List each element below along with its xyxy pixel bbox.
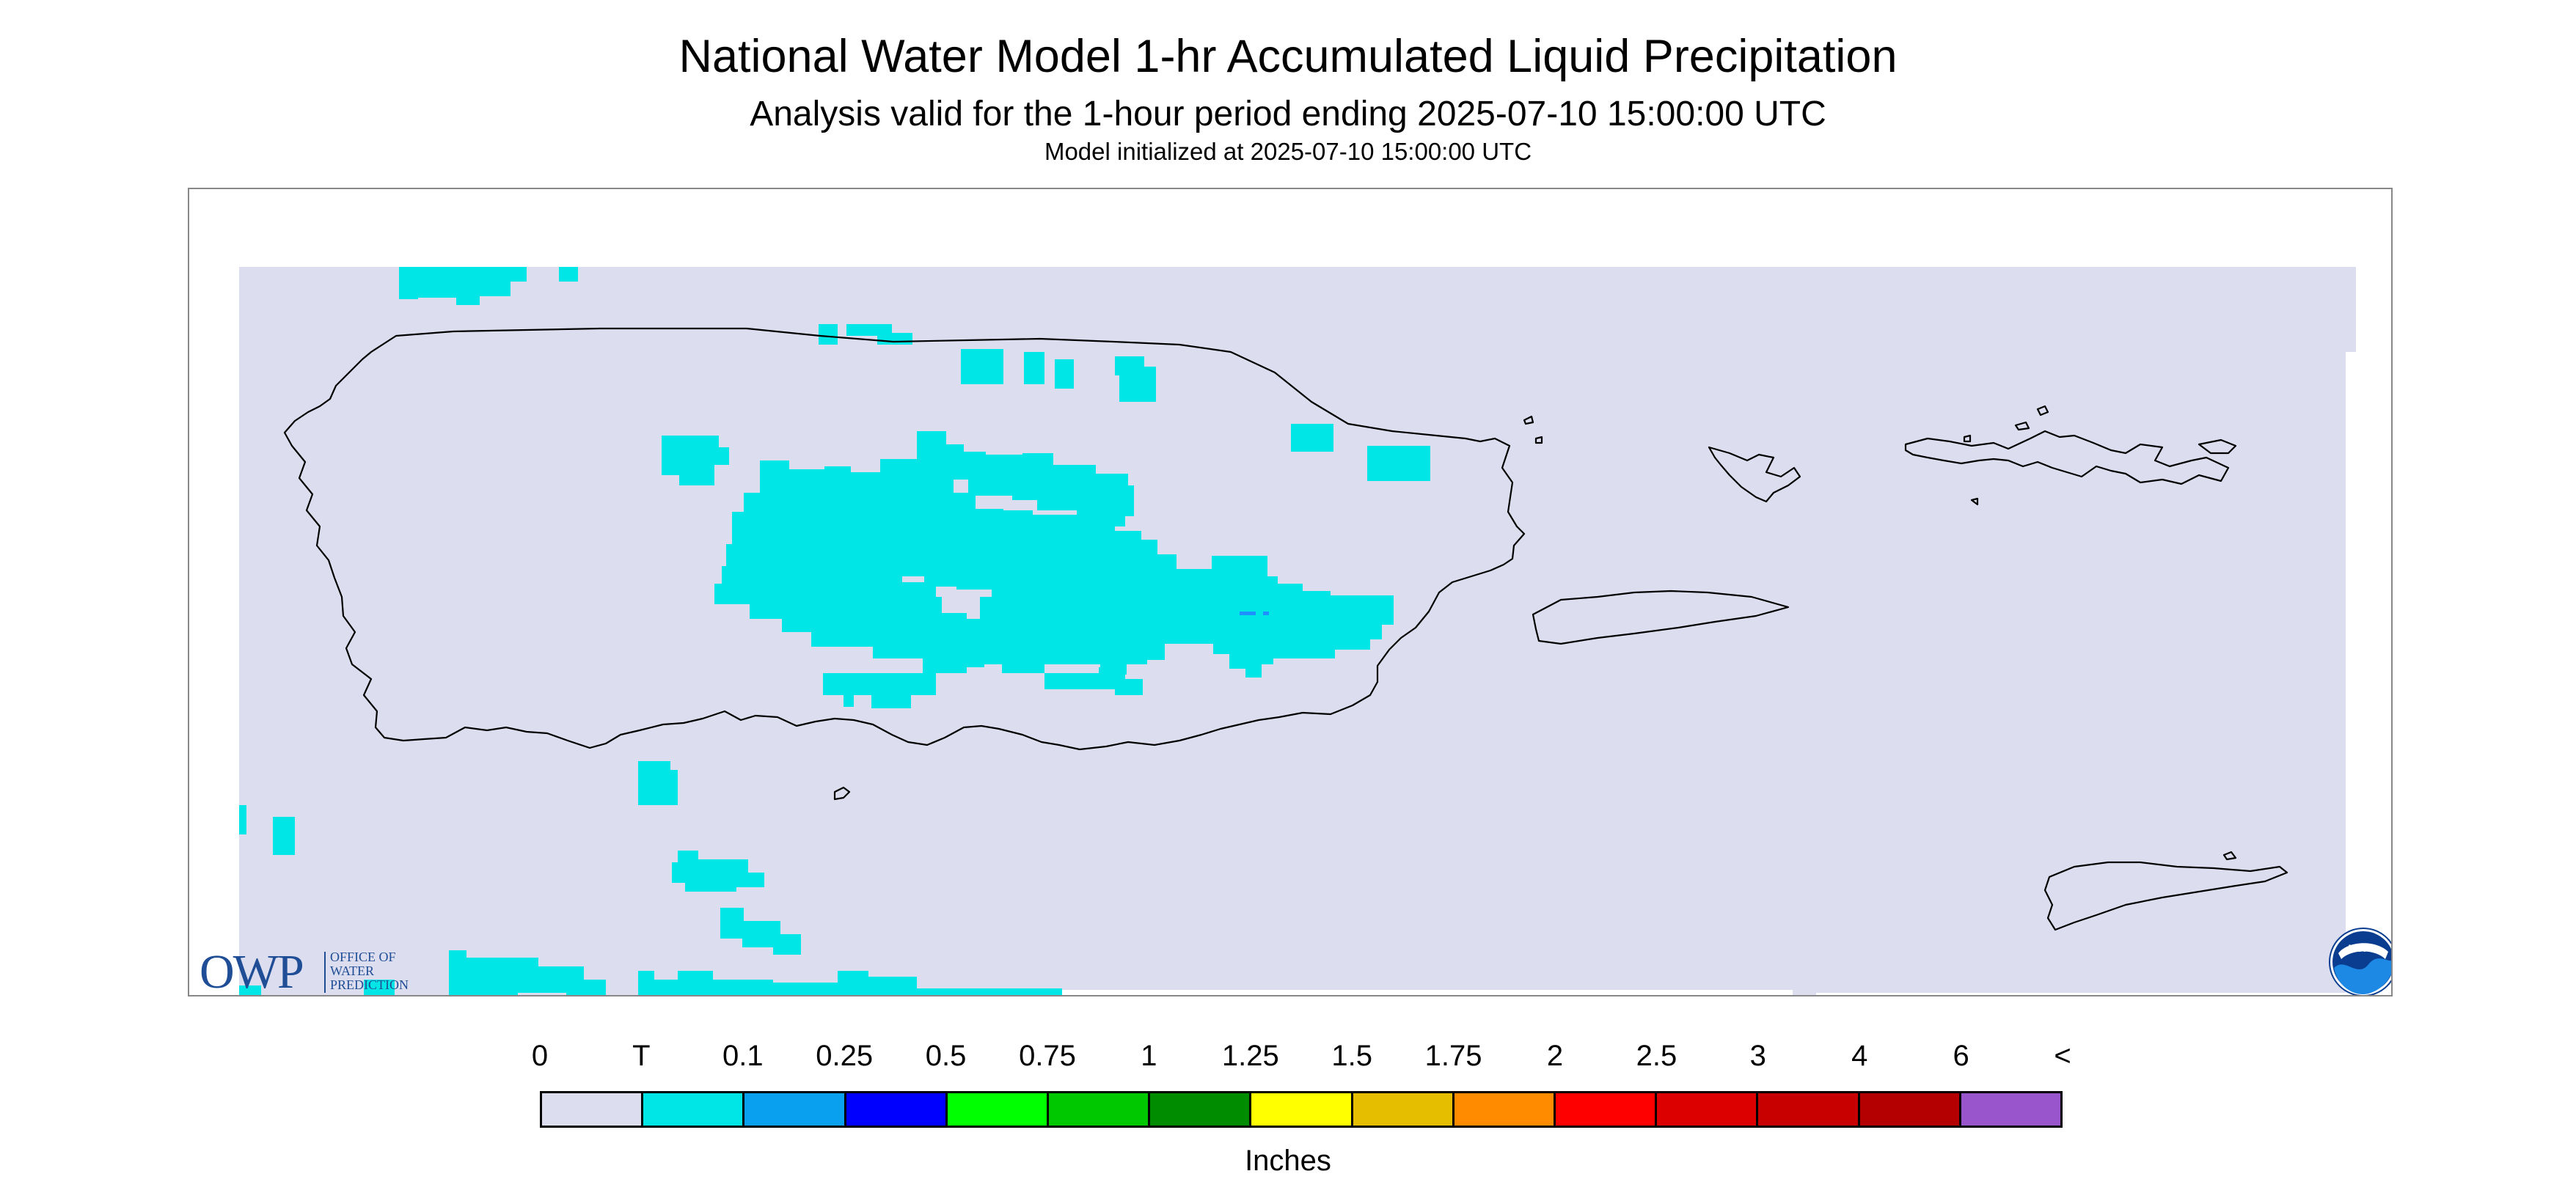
legend-label: 0.25 xyxy=(816,1040,874,1072)
st-croix-coastline xyxy=(2043,851,2288,931)
legend-swatch xyxy=(1251,1093,1353,1126)
owp-logo: OWP OFFICE OF WATER PREDICTION xyxy=(200,945,434,999)
legend-swatch xyxy=(846,1093,948,1126)
model-init-text: Model initialized at 2025-07-10 15:00:00… xyxy=(1044,138,1532,165)
owp-logo-line: WATER xyxy=(330,963,374,978)
vieques-coastline xyxy=(1532,590,1790,645)
noaa-logo: NOAA xyxy=(2328,927,2391,995)
legend-label: 1.75 xyxy=(1424,1040,1482,1072)
owp-logo-line: PREDICTION xyxy=(330,977,409,992)
legend-label: 1 xyxy=(1141,1040,1157,1072)
legend-units: Inches xyxy=(1245,1145,1331,1177)
noaa-logo-text: NOAA xyxy=(2348,942,2378,954)
owp-logo-letters: OWP xyxy=(200,945,304,999)
owp-logo-divider xyxy=(324,952,326,993)
legend-color-bar xyxy=(540,1091,2063,1128)
coastlines xyxy=(283,327,2288,931)
legend-swatch xyxy=(1353,1093,1455,1126)
legend-label: 3 xyxy=(1749,1040,1766,1072)
owp-logo-text: OFFICE OF WATER PREDICTION xyxy=(330,950,409,992)
noaa-logo-icon: NOAA xyxy=(2329,928,2391,995)
legend-swatch xyxy=(947,1093,1050,1126)
puerto-rico-coastline xyxy=(283,327,1526,751)
legend-swatch xyxy=(643,1093,745,1126)
legend-label: T xyxy=(632,1040,651,1072)
precip-light-rain-cells xyxy=(1240,612,1269,615)
precipitation-legend: 0 T 0.1 0.25 0.5 0.75 1 1.25 1.5 1.75 2 2.5 3 4 6 < Inc… xyxy=(0,1012,2576,1182)
domain-gap xyxy=(795,990,1793,995)
legend-label: 1.25 xyxy=(1221,1040,1279,1072)
legend-swatch xyxy=(1556,1093,1658,1126)
legend-swatch xyxy=(1758,1093,1860,1126)
us-virgin-islands-east xyxy=(2198,438,2237,455)
culebra-coastline xyxy=(1708,446,1801,503)
legend-swatch xyxy=(542,1093,644,1126)
precip-trace-cells xyxy=(239,267,1430,995)
legend-label: 6 xyxy=(1953,1040,1969,1072)
chart-subtitle: Analysis valid for the 1-hour period end… xyxy=(750,95,1826,133)
legend-label: 0 xyxy=(531,1040,549,1072)
owp-logo-line: OFFICE OF xyxy=(330,950,396,964)
legend-label: 0.75 xyxy=(1019,1040,1076,1072)
legend-swatch xyxy=(1657,1093,1759,1126)
legend-swatch xyxy=(1150,1093,1252,1126)
desecheo-island xyxy=(833,786,851,801)
legend-label: 1.5 xyxy=(1331,1040,1372,1072)
legend-label: < xyxy=(2054,1040,2071,1072)
map-svg xyxy=(239,267,2356,995)
st-thomas-st-john-coastline xyxy=(1904,405,2230,485)
legend-swatch xyxy=(744,1093,846,1126)
culebrita-detail xyxy=(1523,415,1543,444)
precipitation-map[interactable]: NOAA xyxy=(188,188,2393,996)
legend-label: 0.1 xyxy=(722,1040,764,1072)
anegada-passage-islets xyxy=(1963,434,1979,506)
legend-label: 2.5 xyxy=(1636,1040,1677,1072)
legend-swatch xyxy=(1049,1093,1151,1126)
legend-swatch xyxy=(1961,1093,2061,1126)
legend-label: 4 xyxy=(1851,1040,1868,1072)
legend-swatch xyxy=(1859,1093,1961,1126)
legend-label: 2 xyxy=(1546,1040,1564,1072)
legend-label: 0.5 xyxy=(925,1040,967,1072)
chart-title: National Water Model 1-hr Accumulated Li… xyxy=(678,31,1898,82)
legend-swatch xyxy=(1454,1093,1556,1126)
